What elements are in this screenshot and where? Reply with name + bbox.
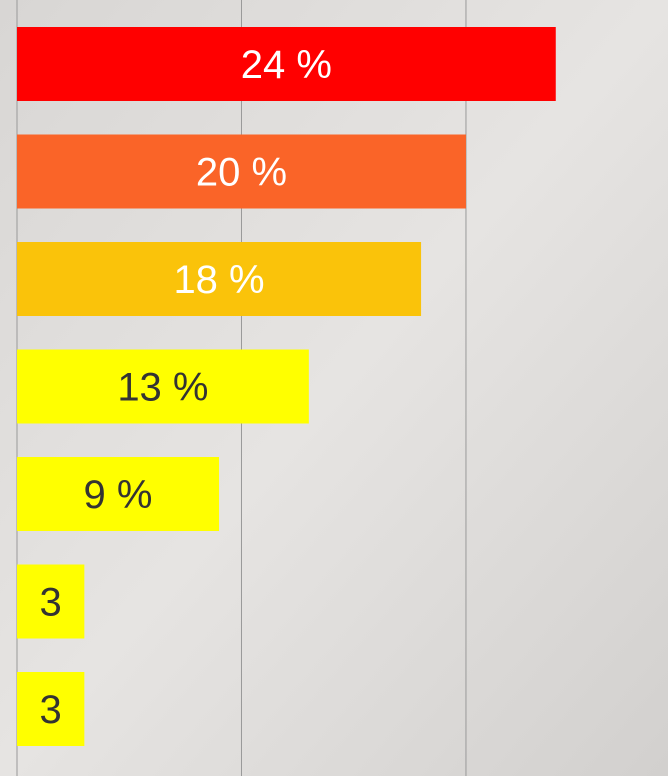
- value-label: 20 %: [196, 151, 287, 195]
- chart: 24 % 20 % 18 % 13 % 9 % 3 3: [0, 0, 668, 776]
- page: {"chart_data": {"type": "bar", "orientat…: [0, 0, 668, 776]
- value-label: 13 %: [117, 366, 208, 410]
- value-label: 24 %: [241, 43, 332, 87]
- value-label: 18 %: [173, 258, 264, 302]
- value-label: 3: [40, 581, 62, 625]
- value-label: 9 %: [84, 473, 153, 517]
- value-label: 3: [40, 688, 62, 732]
